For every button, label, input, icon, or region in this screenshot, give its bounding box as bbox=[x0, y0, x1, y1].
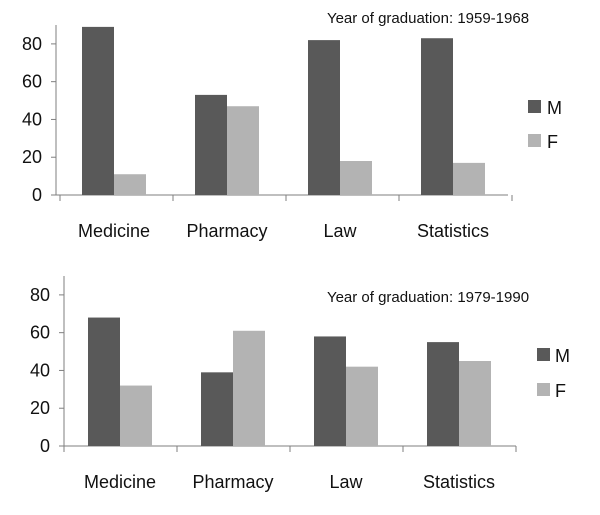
chart2-bar-m-pharmacy bbox=[201, 372, 233, 446]
chart1-legend-swatch-f bbox=[528, 134, 541, 147]
chart2-y-tick-label: 0 bbox=[40, 436, 50, 456]
chart2-legend-swatch-f bbox=[537, 383, 550, 396]
chart2-x-tick-label: Statistics bbox=[423, 472, 495, 492]
chart1-y-tick-label: 0 bbox=[32, 185, 42, 205]
chart2-bar-f-medicine bbox=[120, 385, 152, 446]
chart1-y-tick-label: 20 bbox=[22, 147, 42, 167]
chart1-bar-f-statistics bbox=[453, 162, 485, 195]
chart2-bar-m-medicine bbox=[88, 317, 120, 446]
chart2-y-tick-label: 60 bbox=[30, 323, 50, 343]
chart2-bar-f-law bbox=[346, 366, 378, 446]
chart1-bar-f-pharmacy bbox=[227, 106, 259, 195]
chart1-title: Year of graduation: 1959-1968 bbox=[327, 10, 529, 27]
chart1-x-tick-label: Law bbox=[323, 221, 357, 241]
chart1-y-tick-label: 80 bbox=[22, 34, 42, 54]
chart1-y-tick-label: 60 bbox=[22, 72, 42, 92]
chart1-bar-m-pharmacy bbox=[195, 94, 227, 195]
chart2-bar-m-law bbox=[314, 336, 346, 446]
chart2-y-tick-label: 40 bbox=[30, 360, 50, 380]
chart2-y-tick-label: 20 bbox=[30, 398, 50, 418]
chart2-x-tick-label: Law bbox=[329, 472, 363, 492]
chart1-bar-m-medicine bbox=[82, 26, 114, 196]
chart2-x-tick-label: Pharmacy bbox=[192, 472, 273, 492]
chart1-legend-swatch-m bbox=[528, 100, 541, 113]
chart2-bar-f-pharmacy bbox=[233, 330, 265, 446]
chart1-y-tick-label: 40 bbox=[22, 109, 42, 129]
chart2-y-tick-label: 80 bbox=[30, 285, 50, 305]
chart1-bar-f-medicine bbox=[114, 174, 146, 195]
chart1-bar-m-law bbox=[308, 40, 340, 195]
chart1-bar-f-law bbox=[340, 161, 372, 195]
chart1-x-tick-label: Pharmacy bbox=[186, 221, 267, 241]
chart1-x-tick-label: Statistics bbox=[417, 221, 489, 241]
chart2-legend-label-m: M bbox=[555, 346, 570, 366]
chart2-bar-m-statistics bbox=[427, 342, 459, 446]
chart2-x-tick-label: Medicine bbox=[84, 472, 156, 492]
chart2-legend-label-f: F bbox=[555, 381, 566, 401]
chart2-bar-f-statistics bbox=[459, 361, 491, 446]
chart1-bar-m-statistics bbox=[421, 38, 453, 195]
chart2-title: Year of graduation: 1979-1990 bbox=[327, 289, 529, 306]
chart1-legend-label-m: M bbox=[547, 98, 562, 118]
chart2-legend-swatch-m bbox=[537, 348, 550, 361]
chart1-legend-label-f: F bbox=[547, 132, 558, 152]
chart1-x-tick-label: Medicine bbox=[78, 221, 150, 241]
